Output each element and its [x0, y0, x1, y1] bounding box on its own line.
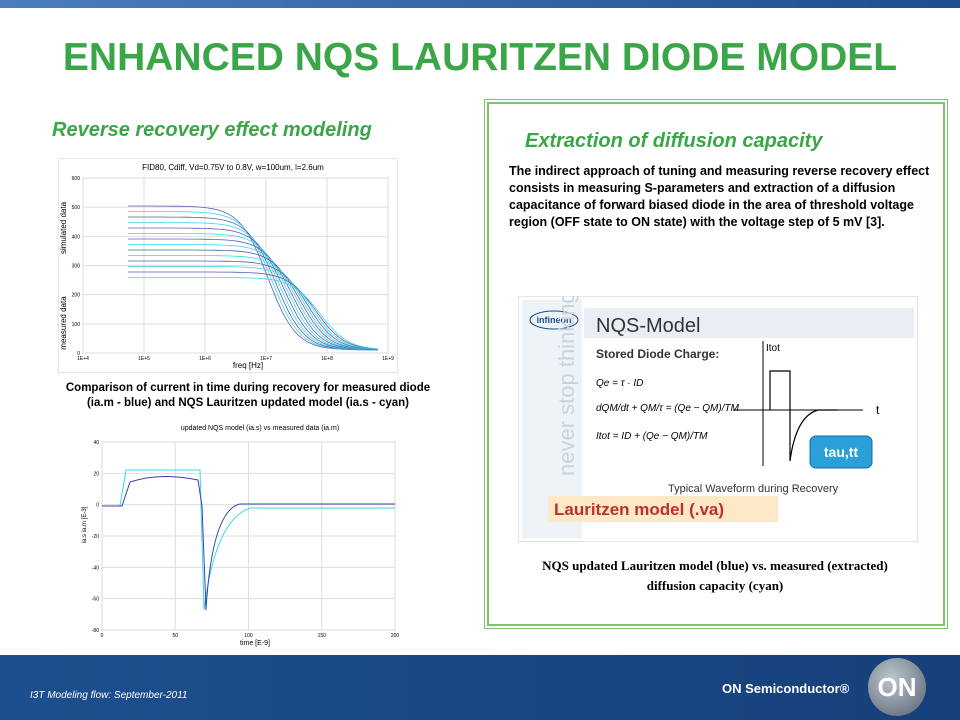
right-caption: NQS updated Lauritzen model (blue) vs. m…: [542, 558, 888, 593]
curve: [128, 249, 379, 350]
x-tick-label: 200: [391, 633, 400, 639]
y-tick-label: -20: [92, 534, 99, 540]
nqs-figure: infineon never stop thinking NQS-Model S…: [518, 296, 918, 542]
curve: [128, 227, 379, 351]
waveform: [769, 370, 838, 462]
equation: Qe = τ · ID: [596, 378, 643, 389]
y-label: measured data: [59, 296, 68, 350]
paragraph: The indirect approach of tuning and meas…: [509, 164, 930, 229]
y-tick-label: 200: [72, 293, 81, 299]
axis-x: t: [876, 403, 880, 417]
equation: Itot = ID + (Qe − QM)/TM: [596, 431, 708, 442]
curve: [128, 271, 379, 350]
curve: [128, 222, 379, 351]
on-logo: ON: [868, 658, 926, 716]
left-heading: Reverse recovery effect modeling: [52, 119, 372, 141]
x-tick-label: 1E+6: [199, 356, 211, 362]
plot-frequency: FID80, Cdiff, Vd=0.75V to 0.8V, w=100um,…: [58, 158, 398, 373]
plot-title: updated NQS model (ia.s) vs measured dat…: [181, 425, 339, 432]
figure-title: NQS-Model: [596, 315, 700, 337]
y-tick-label: 300: [72, 264, 81, 270]
x-tick-label: 100: [244, 633, 253, 639]
y-tick-label: 600: [72, 176, 81, 182]
banner: Lauritzen model (.va): [554, 500, 724, 519]
y-tick-label: 0: [77, 351, 80, 357]
title: ENHANCED NQS LAURITZEN DIODE MODEL: [62, 36, 898, 79]
cyan-trace: [102, 469, 395, 611]
x-tick-label: 50: [172, 633, 178, 639]
figure-subtitle: Stored Diode Charge:: [596, 347, 719, 361]
y-label: ia.s ia.m [E-3]: [82, 506, 88, 543]
curve: [128, 233, 379, 351]
x-tick-label: 1E+5: [138, 356, 150, 362]
right-heading: Extraction of diffusion capacity: [525, 130, 823, 152]
x-tick-label: 1E+4: [77, 356, 89, 362]
plot-title: FID80, Cdiff, Vd=0.75V to 0.8V, w=100um,…: [142, 163, 324, 172]
y-tick-label: 500: [72, 205, 81, 211]
brand: ON Semiconductor®: [722, 681, 850, 696]
y-tick-label: -40: [92, 565, 99, 571]
side-text: never stop thinking: [554, 296, 579, 476]
x-tick-label: 150: [318, 633, 327, 639]
x-tick-label: 1E+9: [382, 356, 394, 362]
y-tick-label: -80: [92, 628, 99, 634]
equation: dQM/dt + QM/τ = (Qe − QM)/TM: [596, 403, 740, 414]
curve: [128, 266, 379, 350]
y-tick-label: 0: [96, 503, 99, 509]
x-tick-label: 1E+8: [321, 356, 333, 362]
blue-trace: [102, 475, 395, 611]
x-label: freq [Hz]: [233, 361, 263, 370]
plot-time: updated NQS model (ia.s) vs measured dat…: [82, 425, 400, 647]
y-tick-label: 40: [93, 440, 99, 446]
x-tick-label: 1E+7: [260, 356, 272, 362]
banner-bg: [548, 496, 778, 522]
x-tick-label: 0: [101, 633, 104, 639]
top-bar: [0, 0, 960, 8]
callout-box[interactable]: [809, 435, 873, 469]
y-label: simulated data: [59, 201, 68, 254]
footer-bar: [0, 655, 960, 720]
logo: infineon: [537, 315, 572, 325]
y-tick-label: 20: [93, 471, 99, 477]
curve: [128, 277, 379, 350]
curve: [128, 255, 379, 350]
curve: [128, 238, 379, 351]
curve: [128, 244, 379, 351]
right-panel: [484, 99, 948, 629]
curve: [128, 260, 379, 350]
y-tick-label: -60: [92, 597, 99, 603]
callout: tau,tt: [824, 444, 859, 460]
footer-text: I3T Modeling flow: September-2011: [30, 690, 188, 701]
title-band: [584, 308, 914, 338]
y-tick-label: 400: [72, 234, 81, 240]
axis-y: Itot: [766, 343, 780, 354]
x-label: time [E-9]: [240, 640, 270, 647]
logo-ring: [529, 310, 579, 330]
left-caption: Comparison of current in time during rec…: [65, 382, 431, 409]
y-tick-label: 100: [72, 322, 81, 328]
waveform-label: Typical Waveform during Recovery: [668, 483, 839, 495]
